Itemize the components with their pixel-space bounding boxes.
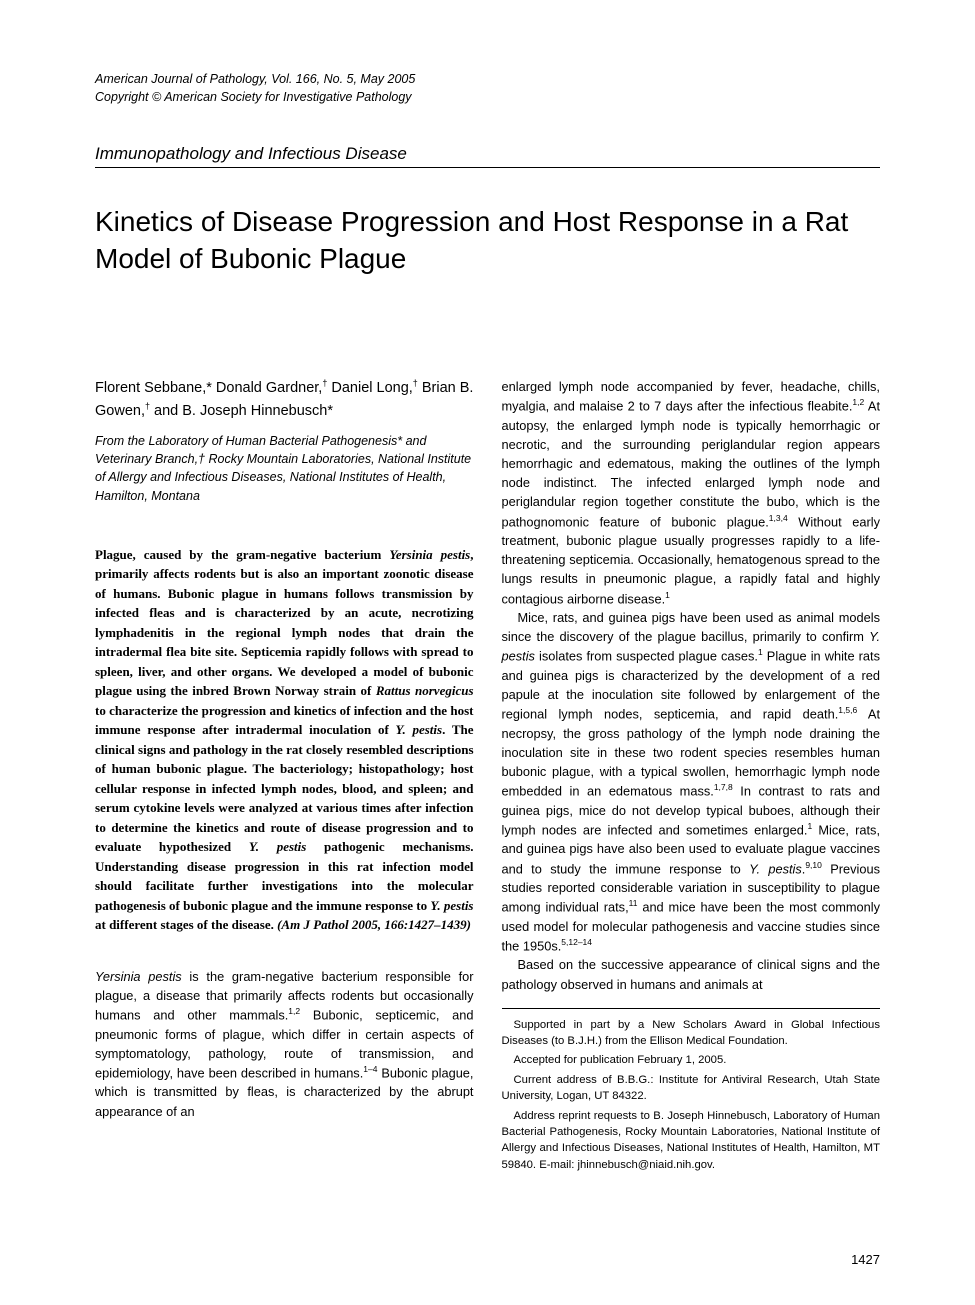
intro-paragraph-right-2: Mice, rats, and guinea pigs have been us… [502,608,881,955]
section-heading: Immunopathology and Infectious Disease [95,144,880,168]
footnote: Address reprint requests to B. Joseph Hi… [502,1108,881,1174]
journal-header: American Journal of Pathology, Vol. 166,… [95,70,880,106]
footnotes-block: Supported in part by a New Scholars Awar… [502,1008,881,1173]
abstract: Plague, caused by the gram-negative bact… [95,545,474,935]
intro-paragraph-right-3: Based on the successive appearance of cl… [502,955,881,993]
footnote: Supported in part by a New Scholars Awar… [502,1017,881,1050]
two-column-layout: Florent Sebbane,* Donald Gardner,† Danie… [95,377,880,1176]
affiliation: From the Laboratory of Human Bacterial P… [95,432,474,505]
journal-line-1: American Journal of Pathology, Vol. 166,… [95,70,880,88]
page-number: 1427 [851,1252,880,1267]
footnote: Accepted for publication February 1, 200… [502,1052,881,1068]
journal-line-2: Copyright © American Society for Investi… [95,88,880,106]
article-title: Kinetics of Disease Progression and Host… [95,204,880,277]
footnote: Current address of B.B.G.: Institute for… [502,1072,881,1105]
left-column: Florent Sebbane,* Donald Gardner,† Danie… [95,377,474,1176]
intro-paragraph-right-1: enlarged lymph node accompanied by fever… [502,377,881,608]
right-column: enlarged lymph node accompanied by fever… [502,377,881,1176]
authors: Florent Sebbane,* Donald Gardner,† Danie… [95,377,474,422]
intro-paragraph-left: Yersinia pestis is the gram-negative bac… [95,967,474,1121]
